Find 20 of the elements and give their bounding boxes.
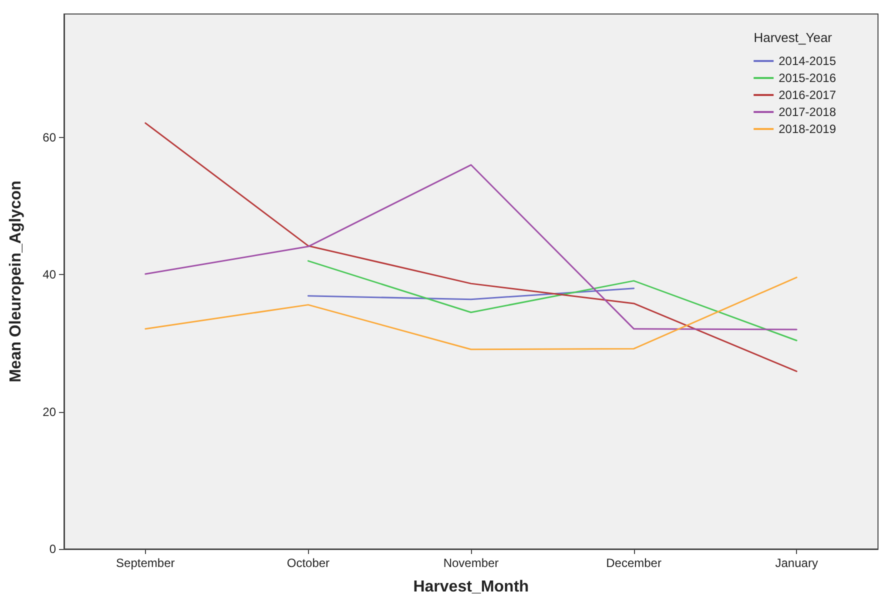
y-tick-label: 0 [49, 542, 56, 556]
x-axis-title: Harvest_Month [413, 578, 529, 596]
y-axis-title: Mean Oleuropein_Aglycon [8, 180, 24, 382]
y-tick-label: 40 [42, 268, 56, 282]
y-tick-label: 20 [42, 404, 56, 419]
line-series [307, 260, 798, 342]
legend-label: 2014-2015 [778, 54, 836, 68]
x-tick-label: December [606, 556, 662, 570]
legend-label: 2017-2018 [778, 105, 836, 119]
x-tick-label: September [116, 556, 175, 570]
y-tick-label: 60 [42, 130, 56, 144]
legend-label: 2016-2017 [778, 88, 836, 102]
x-tick-label: October [286, 556, 330, 570]
legend-label: 2018-2019 [778, 122, 836, 136]
legend-title: Harvest_Year [754, 30, 833, 45]
x-tick-label: November [443, 556, 499, 570]
line-series [144, 276, 798, 350]
legend-label: 2015-2016 [778, 71, 836, 85]
x-tick-label: January [775, 556, 818, 570]
line-series [144, 164, 798, 330]
